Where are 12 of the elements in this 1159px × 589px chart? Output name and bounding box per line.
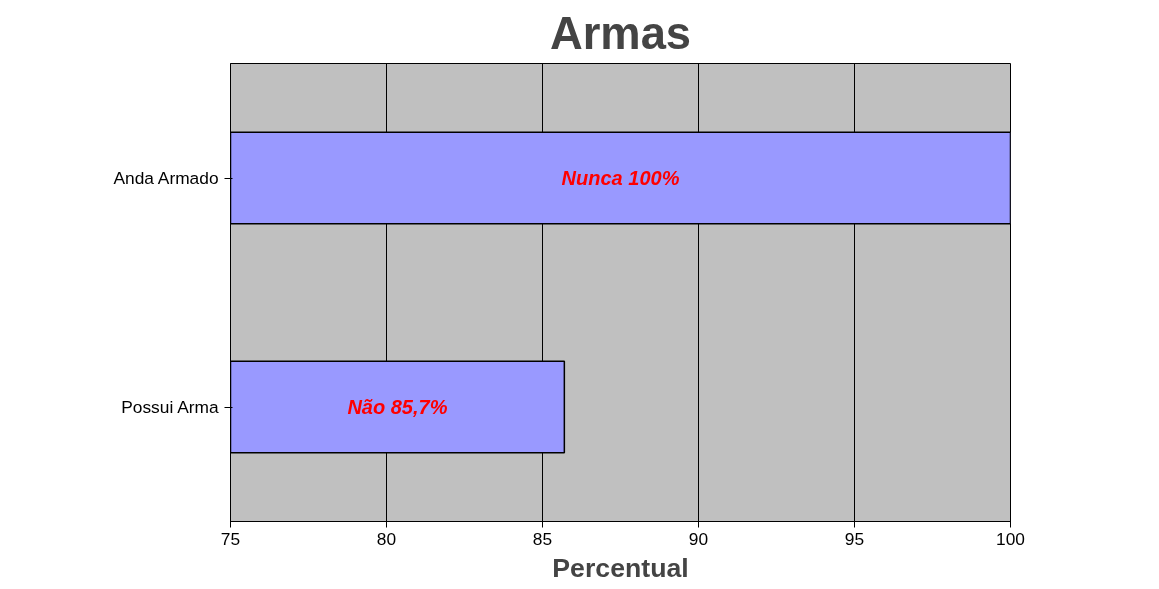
data-label: Nunca 100% [561, 167, 680, 189]
x-axis-title: Percentual [552, 552, 689, 583]
data-label: Não 85,7% [347, 396, 448, 418]
chart-title: Armas [549, 7, 692, 59]
x-tick-label: 90 [688, 528, 709, 549]
x-tick-label: 75 [220, 528, 241, 549]
x-tick-label: 100 [996, 528, 1025, 549]
x-tick-label: 80 [376, 528, 397, 549]
x-tick-label: 95 [844, 528, 865, 549]
y-tick-label: Possui Arma [121, 397, 219, 417]
x-tick-label: 85 [532, 528, 553, 549]
y-tick-label: Anda Armado [113, 168, 219, 188]
